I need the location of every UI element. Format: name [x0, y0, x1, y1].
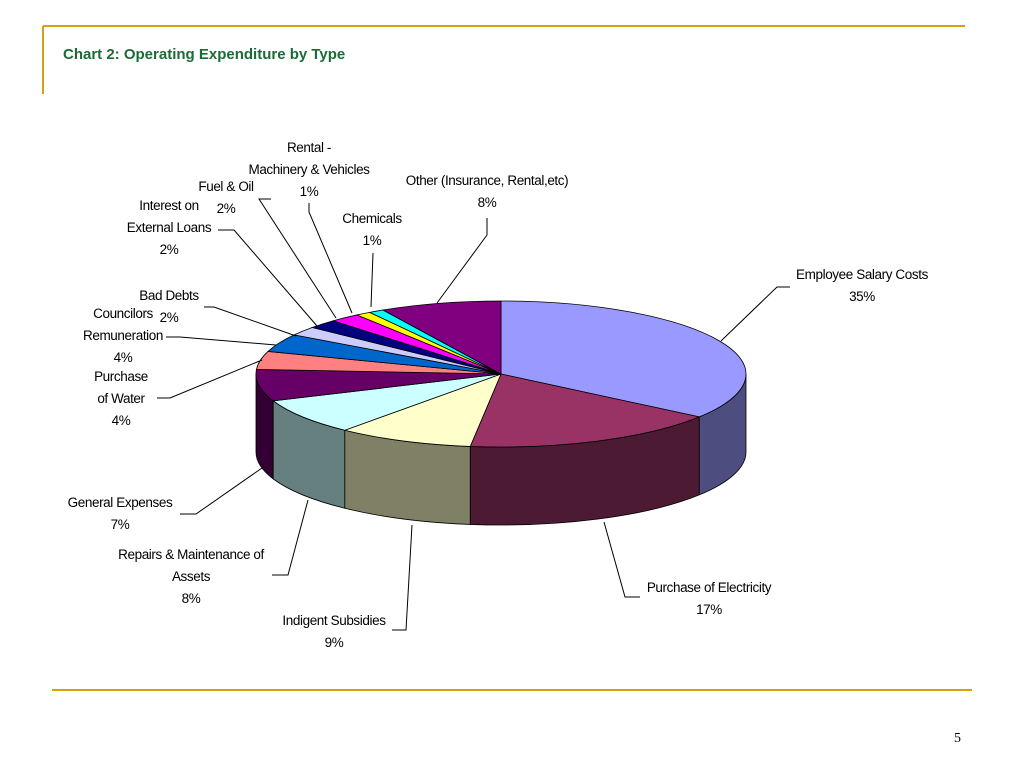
slice-label-4-line-1: 7%	[111, 517, 130, 532]
slice-label-3-line-2: 8%	[182, 591, 201, 606]
leader-line-4	[180, 467, 263, 515]
leader-line-1	[603, 521, 640, 598]
leader-line-3	[272, 499, 309, 576]
slice-label-10-line-0: Rental -	[287, 140, 331, 155]
slice-label-8-line-1: External Loans	[127, 220, 212, 235]
slice-label-3-line-1: Assets	[172, 569, 211, 584]
leader-line-2	[392, 524, 413, 631]
slice-label-6-line-0: Councilors	[93, 306, 153, 321]
leader-line-8	[218, 229, 318, 327]
slice-label-7-line-1: 2%	[160, 310, 179, 325]
pie-slice-2	[343, 373, 502, 447]
slice-label-12-line-1: 8%	[478, 195, 497, 210]
slice-label-1-line-1: 17%	[696, 602, 722, 617]
leader-line-7	[204, 306, 297, 337]
slice-label-9-line-0: Fuel & Oil	[198, 179, 254, 194]
slice-label-0-line-0: Employee Salary Costs	[796, 267, 929, 282]
leader-line-9	[258, 198, 337, 319]
slice-labels: Employee Salary Costs 35% Purchase of Elec…	[68, 140, 929, 650]
slice-label-6-line-2: 4%	[114, 350, 133, 365]
slice-label-10-line-2: 1%	[300, 184, 319, 199]
slice-label-6-line-1: Remuneration	[83, 328, 163, 343]
pie-slice-12	[381, 300, 502, 375]
pie-slice-3	[272, 373, 502, 431]
leader-line-5	[157, 359, 263, 399]
pie-tops	[255, 300, 747, 448]
slice-label-5-line-0: Purchase	[94, 369, 148, 384]
pie-slice-0	[500, 300, 747, 418]
leader-line-0	[720, 286, 790, 342]
slice-label-3-line-0: Repairs & Maintenance of	[118, 547, 264, 562]
slice-label-2-line-0: Indigent Subsidies	[282, 613, 386, 628]
page-number: 5	[954, 731, 961, 746]
slice-label-2-line-1: 9%	[325, 635, 344, 650]
leader-line-6	[166, 336, 277, 346]
leader-line-10	[308, 203, 353, 314]
slice-label-8-line-2: 2%	[160, 242, 179, 257]
slice-label-4-line-0: General Expenses	[68, 495, 173, 510]
pie-slice-1	[469, 373, 701, 448]
slice-label-5-line-1: of Water	[97, 391, 145, 406]
leader-lines	[157, 198, 790, 631]
slice-label-12-line-0: Other (Insurance, Rental,etc)	[406, 173, 568, 188]
slice-label-10-line-1: Machinery & Vehicles	[248, 162, 370, 177]
pie-slice-4	[255, 369, 502, 402]
slice-label-11-line-1: 1%	[363, 233, 382, 248]
slice-label-9-line-1: 2%	[217, 201, 236, 216]
leader-line-11	[370, 252, 374, 308]
slide-title: Chart 2: Operating Expenditure by Type	[63, 46, 345, 63]
slice-label-7-line-0: Bad Debts	[139, 288, 199, 303]
slice-label-11-line-0: Chemicals	[342, 211, 402, 226]
slice-label-1-line-0: Purchase of Electricity	[647, 580, 772, 595]
slice-label-0-line-1: 35%	[849, 289, 875, 304]
slice-label-8-line-0: Interest on	[139, 198, 198, 213]
slice-label-5-line-2: 4%	[112, 413, 131, 428]
leader-line-12	[436, 218, 488, 304]
